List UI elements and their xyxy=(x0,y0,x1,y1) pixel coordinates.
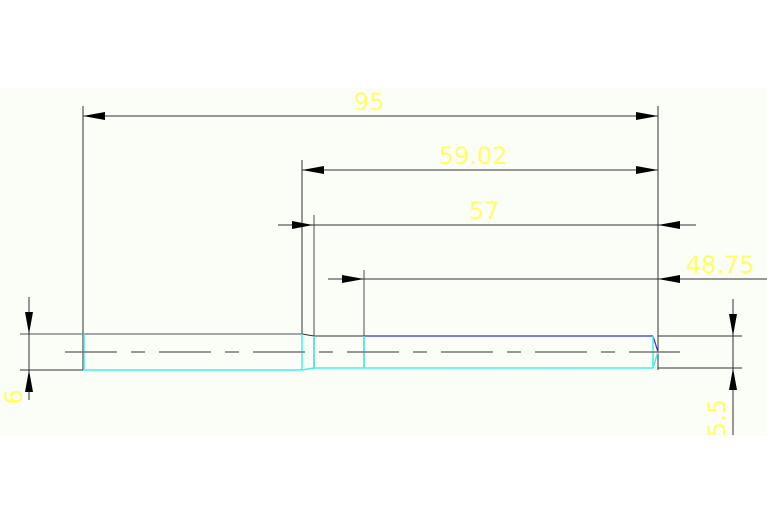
dimension-lines xyxy=(25,112,767,435)
dim-diameter-left: 6 xyxy=(0,389,28,404)
dim-48-75: 48.75 xyxy=(686,251,755,279)
dim-overall-length: 95 xyxy=(354,88,385,116)
dim-57: 57 xyxy=(469,197,500,225)
drawing-area xyxy=(0,88,767,436)
extension-lines xyxy=(20,106,742,371)
dim-59-02: 59.02 xyxy=(439,142,508,170)
dim-diameter-right: 5.5 xyxy=(703,399,731,437)
shaft-part xyxy=(65,333,680,371)
